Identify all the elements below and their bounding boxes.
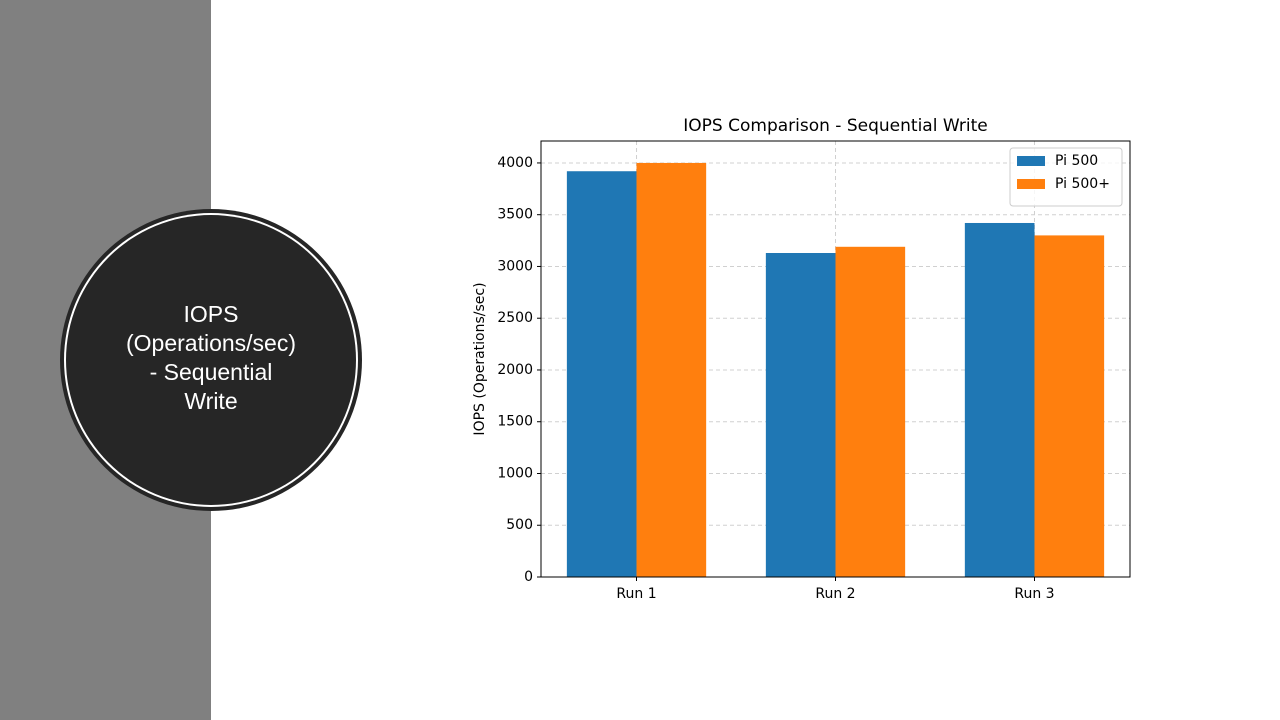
legend-swatch: [1017, 179, 1045, 189]
legend-label: Pi 500: [1055, 153, 1098, 169]
title-line: (Operations/sec): [125, 330, 296, 356]
y-axis-label: IOPS (Operations/sec): [472, 282, 488, 435]
bar: [835, 246, 906, 577]
y-tick-label: 1500: [497, 414, 533, 430]
slide-title: IOPS (Operations/sec) - Sequential Write: [91, 300, 331, 416]
y-tick-label: 2000: [497, 362, 533, 378]
y-tick-label: 2500: [497, 310, 533, 326]
y-tick-label: 1000: [497, 465, 533, 481]
y-tick-label: 3000: [497, 258, 533, 274]
bar: [566, 171, 637, 577]
y-tick-label: 500: [506, 517, 533, 533]
y-tick-label: 0: [524, 569, 533, 585]
title-line: - Sequential: [149, 359, 273, 385]
bar: [964, 222, 1035, 577]
chart-title: IOPS Comparison - Sequential Write: [683, 116, 987, 136]
bar: [765, 253, 836, 577]
bar: [636, 162, 707, 577]
x-tick-label: Run 2: [815, 586, 855, 602]
circle-fill: [66, 215, 356, 505]
y-tick-label: 3500: [497, 207, 533, 223]
x-tick-label: Run 3: [1014, 586, 1054, 602]
title-line: IOPS: [183, 301, 239, 327]
legend-label: Pi 500+: [1055, 176, 1110, 192]
bar: [1034, 235, 1105, 578]
y-tick-label: 4000: [497, 155, 533, 171]
legend-swatch: [1017, 156, 1045, 166]
plot-frame: [540, 140, 1131, 578]
title-line: Write: [184, 388, 238, 414]
x-tick-label: Run 1: [616, 586, 656, 602]
